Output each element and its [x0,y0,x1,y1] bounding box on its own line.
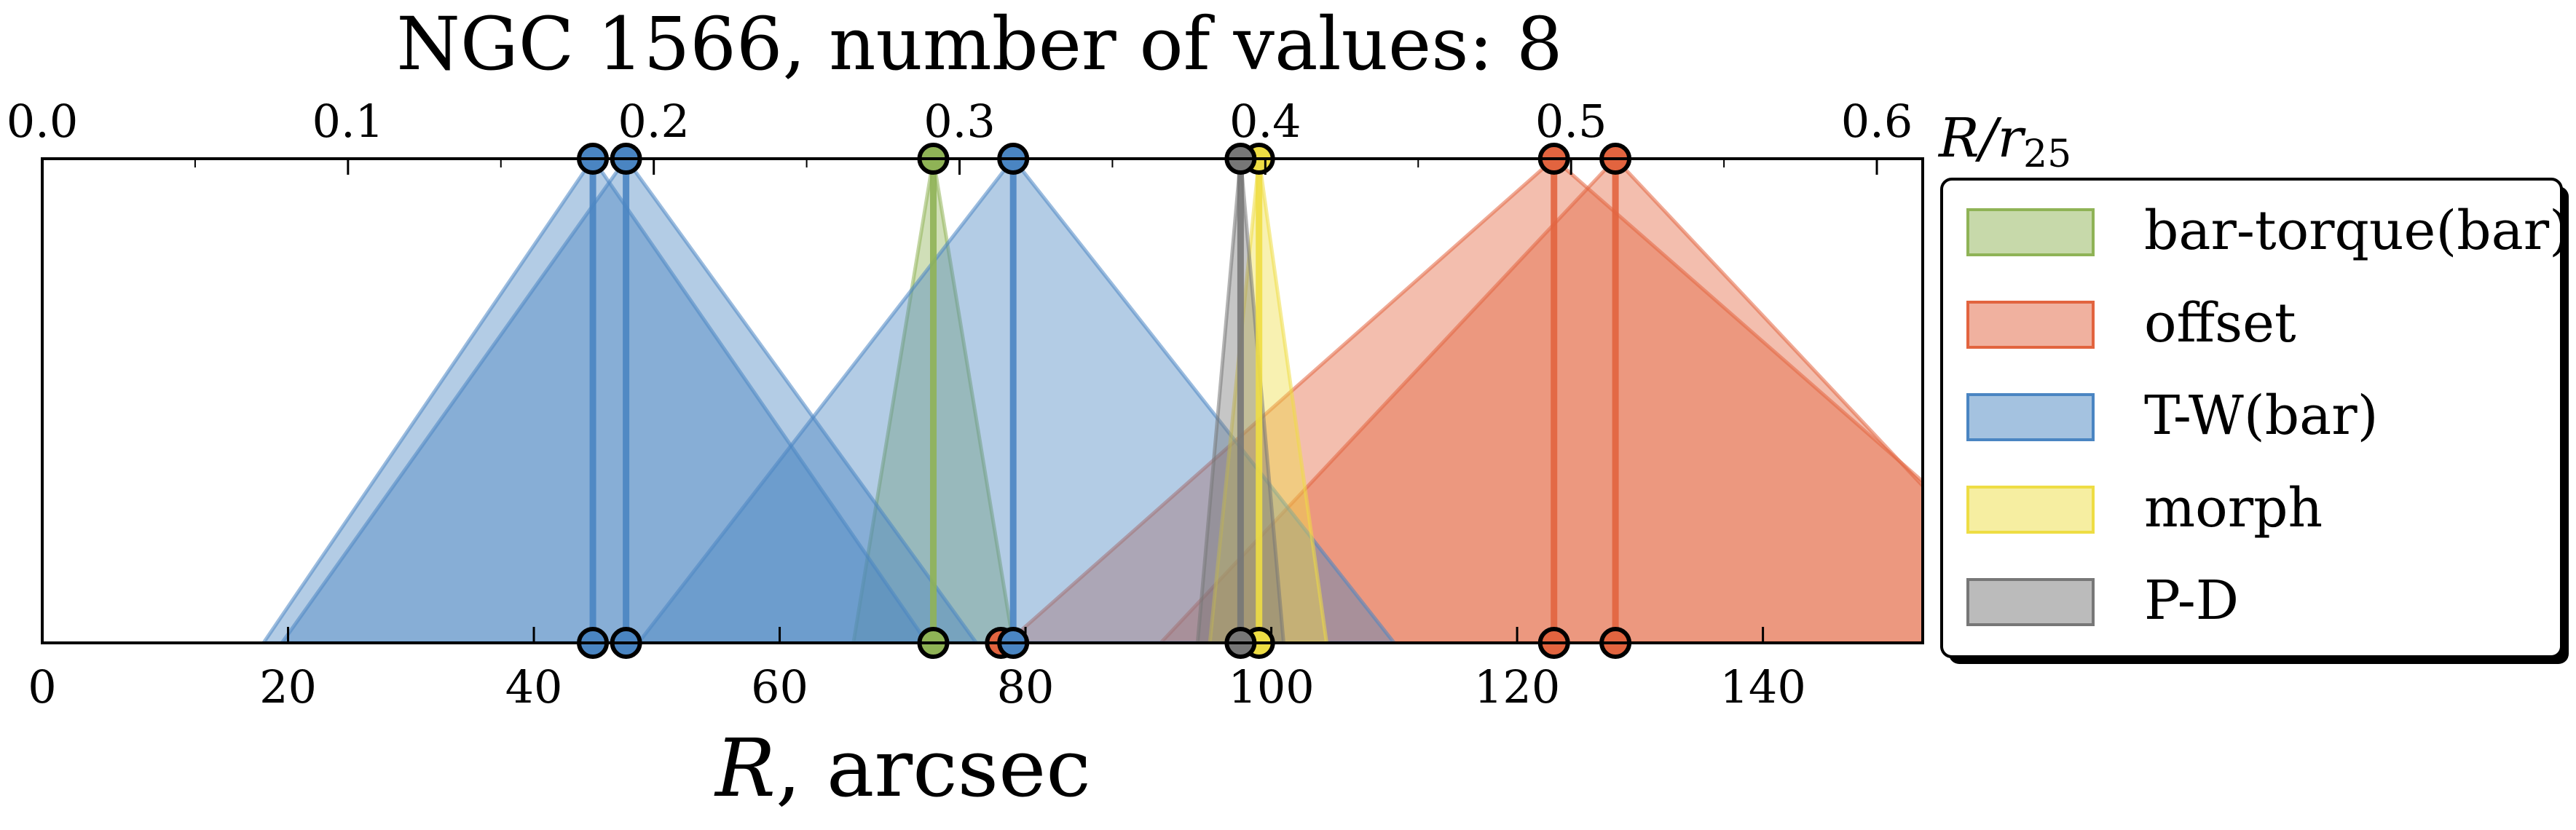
x-tick-label-5: 100 [1228,660,1314,714]
range-triangle-1-1 [1005,159,1923,643]
legend-label-4: P-D [2144,569,2239,632]
legend-item-0: bar-torque(bar) [1966,199,2570,262]
legend-item-3: morph [1966,477,2323,540]
legend-swatch-4 [1966,578,2095,626]
top-axis-label-base: R/r [1937,107,2027,170]
x-tick-label-2: 40 [505,660,563,714]
top-axis-label-sub: 25 [2023,133,2071,176]
legend-swatch-2 [1966,393,2095,441]
top-tick-label-4: 0.4 [1229,95,1301,148]
legend-label-2: T-W(bar) [2144,384,2378,447]
axis-ticks: 0 20 40 60 80 100 120 140 0.0 0.1 0.2 0.3 0.4 0.5 0.6 [7,95,1913,714]
legend-item-4: P-D [1966,569,2239,632]
top-tick-label-3: 0.3 [923,95,996,148]
x-axis-label-symbol: R [714,722,776,815]
top-tick-label-0: 0.0 [7,95,79,148]
x-tick-label-3: 60 [751,660,808,714]
legend-item-2: T-W(bar) [1966,384,2378,447]
legend-label-3: morph [2144,477,2323,540]
x-tick-label-0: 0 [28,660,56,714]
legend-item-1: offset [1966,292,2296,355]
legend-label-1: offset [2144,292,2296,355]
legend-label-0: bar-torque(bar) [2144,199,2570,262]
plot-area [261,143,1923,659]
top-tick-label-5: 0.5 [1535,95,1607,148]
top-tick-label-1: 0.1 [312,95,385,148]
x-tick-label-1: 20 [259,660,317,714]
x-tick-label-6: 120 [1474,660,1560,714]
chart-title: NGC 1566, number of values: 8 [396,1,1562,87]
x-tick-label-4: 80 [997,660,1055,714]
x-axis-label-unit: , arcsec [776,722,1091,815]
legend-swatch-3 [1966,486,2095,534]
legend-swatch-1 [1966,301,2095,349]
top-tick-label-2: 0.2 [618,95,690,148]
plot-frame [41,157,1924,644]
legend-box [1940,178,2563,658]
range-triangle-1-2 [1159,159,1923,643]
x-tick-label-7: 140 [1720,660,1805,714]
top-tick-label-6: 0.6 [1841,95,1913,148]
legend-swatch-0 [1966,208,2095,256]
top-axis-label: R/r25 [1937,107,2071,176]
plot-content [261,159,1923,643]
x-axis-label: R, arcsec [714,722,1091,815]
legend: bar-torque(bar) offset T-W(bar) morph P-D [1940,178,2570,664]
